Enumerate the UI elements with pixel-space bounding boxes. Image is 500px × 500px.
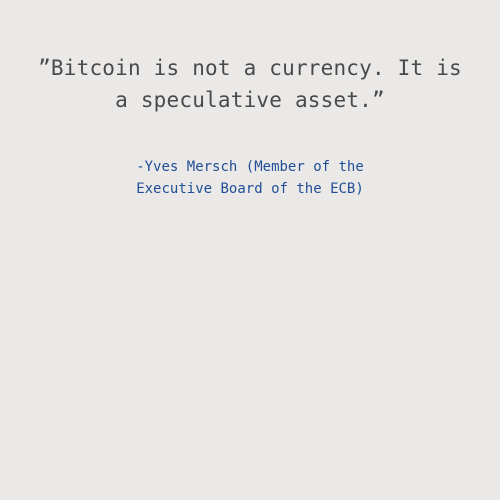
quote-line-1: ”Bitcoin is not a currency. It is — [38, 56, 462, 80]
attribution-line-2: Executive Board of the ECB) — [136, 181, 364, 197]
quote-attribution: -Yves Mersch (Member of the Executive Bo… — [20, 156, 480, 200]
attribution-line-1: -Yves Mersch (Member of the — [136, 159, 364, 175]
quote-text: ”Bitcoin is not a currency. It is a spec… — [20, 52, 480, 116]
quote-line-2: a speculative asset.” — [115, 88, 385, 112]
